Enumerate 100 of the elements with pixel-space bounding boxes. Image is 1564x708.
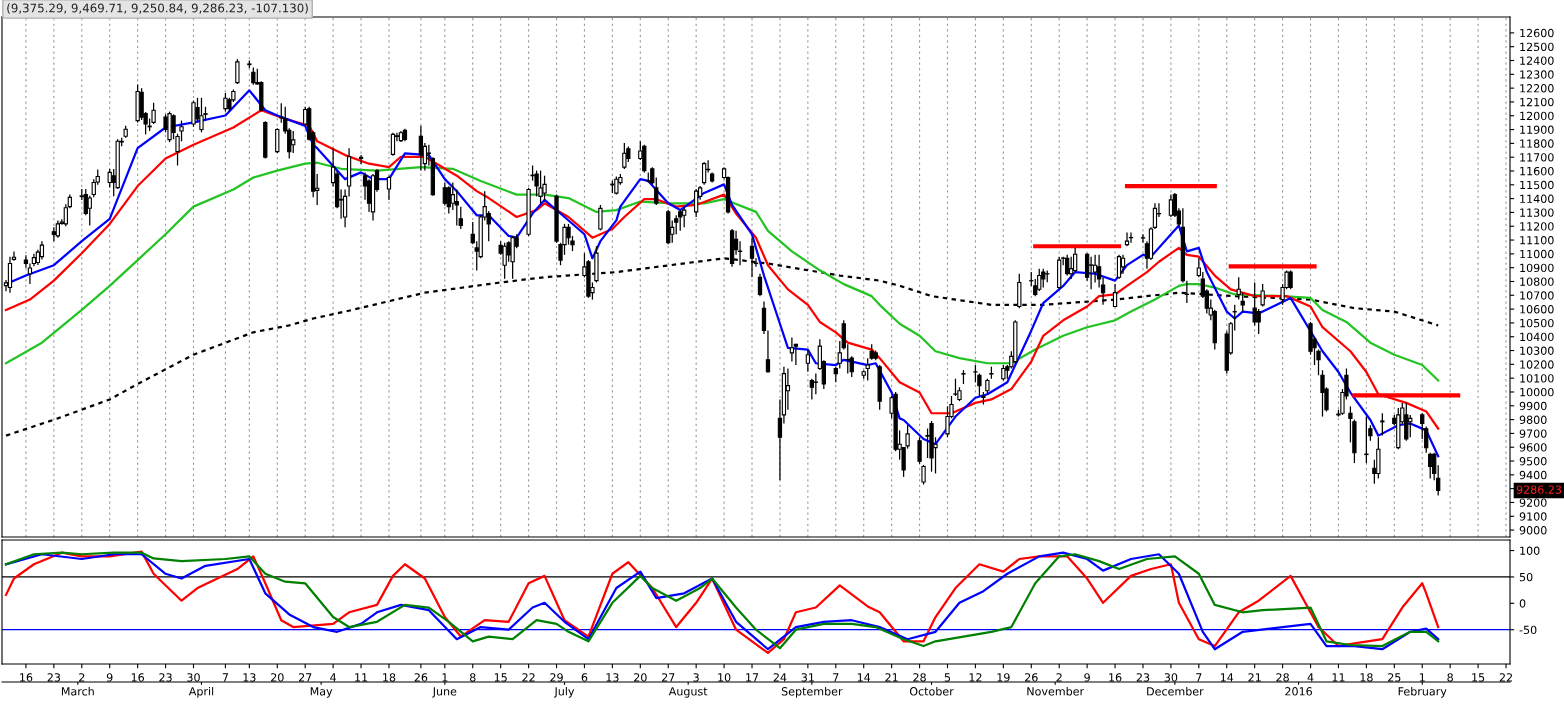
y-tick-label: 10400 (1520, 332, 1554, 342)
y-tick-label: 11400 (1520, 194, 1554, 203)
x-tick-label: 31 (801, 673, 814, 682)
x-tick-label: 1 (442, 673, 448, 682)
y-tick-label: 11900 (1520, 125, 1554, 134)
x-tick-label: 29 (550, 673, 563, 682)
x-tick-label: 21 (1248, 673, 1261, 682)
x-tick-label: 11 (355, 673, 368, 682)
x2-tick-label: November (1027, 686, 1085, 696)
y-tick-label: 10000 (1520, 387, 1554, 397)
x-tick-label: 25 (1388, 673, 1401, 682)
x-tick-label: 16 (20, 673, 33, 682)
y-tick-label: 11700 (1520, 153, 1554, 162)
x-tick-label: 22 (1499, 673, 1512, 682)
y-tick-label: 9900 (1519, 401, 1547, 411)
x-tick-label: 23 (47, 673, 61, 682)
y-tick-label: 12200 (1520, 84, 1554, 93)
x-tick-label: 8 (1447, 673, 1453, 682)
x-tick-label: 30 (187, 673, 200, 682)
x-tick-label: 18 (1360, 673, 1373, 682)
x-tick-label: 18 (383, 673, 396, 682)
x-tick-label: 13 (606, 673, 619, 682)
x-tick-label: 9 (1084, 673, 1090, 682)
x-tick-label: 15 (1472, 673, 1485, 682)
x2-tick-label: August (668, 687, 708, 698)
x-tick-label: 11 (1332, 673, 1345, 682)
y-tick-label: 11800 (1520, 139, 1554, 148)
y-tick-label: 12600 (1520, 28, 1554, 38)
x-tick-label: 21 (885, 673, 898, 682)
y-tick-label: 12100 (1520, 97, 1554, 107)
x-tick-label: 24 (773, 673, 787, 682)
x-tick-label: 14 (1220, 673, 1234, 682)
y-tick-label: 11000 (1520, 249, 1554, 259)
x-tick-label: 8 (469, 673, 476, 682)
y-tick-label: 12400 (1520, 56, 1554, 65)
x-tick-label: 4 (1307, 673, 1314, 682)
x-tick-label: 19 (997, 673, 1010, 682)
x2-tick-label: June (432, 687, 457, 698)
x-tick-label: 10 (718, 673, 731, 682)
x-tick-label: 12 (969, 673, 982, 682)
x-tick-label: 27 (661, 673, 675, 682)
y-tick-label: 9700 (1519, 429, 1547, 438)
x-tick-label: 3 (693, 673, 699, 682)
x-tick-label: 7 (833, 673, 839, 682)
y-tick-label: 12300 (1520, 70, 1554, 79)
y-tick-label: 10700 (1520, 291, 1554, 300)
y-tick-label: 10300 (1520, 346, 1554, 355)
y-tick-label: 100 (1520, 546, 1540, 555)
x2-tick-label: October (909, 686, 954, 696)
y-tick-label: 11200 (1520, 222, 1554, 231)
x-tick-label: 15 (494, 673, 507, 682)
x-tick-label: 23 (159, 673, 172, 682)
x-tick-label: 26 (1025, 673, 1038, 682)
y-tick-label: 9200 (1519, 498, 1547, 507)
x-tick-label: 1 (1419, 673, 1425, 682)
x2-tick-label: 2016 (1285, 687, 1312, 696)
y-tick-label: 12500 (1520, 42, 1554, 52)
x-tick-label: 5 (944, 673, 951, 682)
y-tick-label: 9800 (1519, 415, 1547, 424)
x-tick-label: 14 (857, 673, 871, 682)
y-tick-label: 9500 (1519, 457, 1547, 466)
x-tick-label: 23 (1136, 673, 1150, 682)
chart-title: (9,375.29, 9,469.71, 9,250.84, 9,286.23, -107.130) (7, 3, 308, 14)
text: 9286.23 (1516, 485, 1562, 494)
y-tick-label: 0 (1519, 599, 1526, 608)
y-tick-label: -50 (1519, 625, 1537, 635)
x-tick-label: 2 (79, 673, 85, 682)
x-tick-label: 17 (746, 673, 759, 682)
y-tick-label: 50 (1519, 572, 1533, 582)
y-tick-label: 11500 (1520, 180, 1554, 190)
x-tick-label: 16 (131, 673, 145, 682)
y-tick-label: 9100 (1519, 512, 1547, 521)
x2-tick-label: February (1398, 686, 1447, 698)
y-tick-label: 10800 (1520, 277, 1554, 286)
x2-tick-label: December (1147, 686, 1204, 696)
y-tick-label: 12000 (1520, 111, 1554, 121)
x2-tick-label: July (553, 686, 575, 698)
y-tick-label: 9400 (1519, 470, 1547, 480)
x-tick-label: 27 (298, 673, 312, 682)
x-tick-label: 16 (1109, 673, 1122, 682)
y-tick-label: 10200 (1520, 360, 1554, 369)
x-tick-label: 13 (243, 673, 256, 682)
y-tick-label: 10900 (1520, 263, 1554, 273)
x-tick-label: 4 (330, 673, 337, 682)
y-tick-label: 10600 (1520, 305, 1554, 314)
x-tick-label: 28 (913, 673, 926, 682)
x-tick-label: 20 (634, 673, 647, 682)
x-tick-label: 26 (414, 673, 428, 682)
x-tick-label: 22 (522, 673, 535, 682)
x-tick-label: 7 (1196, 673, 1202, 682)
x-tick-label: 7 (222, 673, 228, 682)
y-tick-label: 11600 (1520, 166, 1554, 176)
x-tick-label: 6 (581, 673, 588, 682)
x-tick-label: 28 (1276, 673, 1289, 682)
y-tick-label: 10100 (1520, 374, 1554, 383)
x-tick-label: 2 (1056, 673, 1062, 682)
x2-tick-label: April (188, 686, 214, 698)
x2-tick-label: March (61, 686, 94, 696)
y-tick-label: 9600 (1519, 443, 1547, 452)
y-tick-label: 11300 (1520, 208, 1554, 217)
